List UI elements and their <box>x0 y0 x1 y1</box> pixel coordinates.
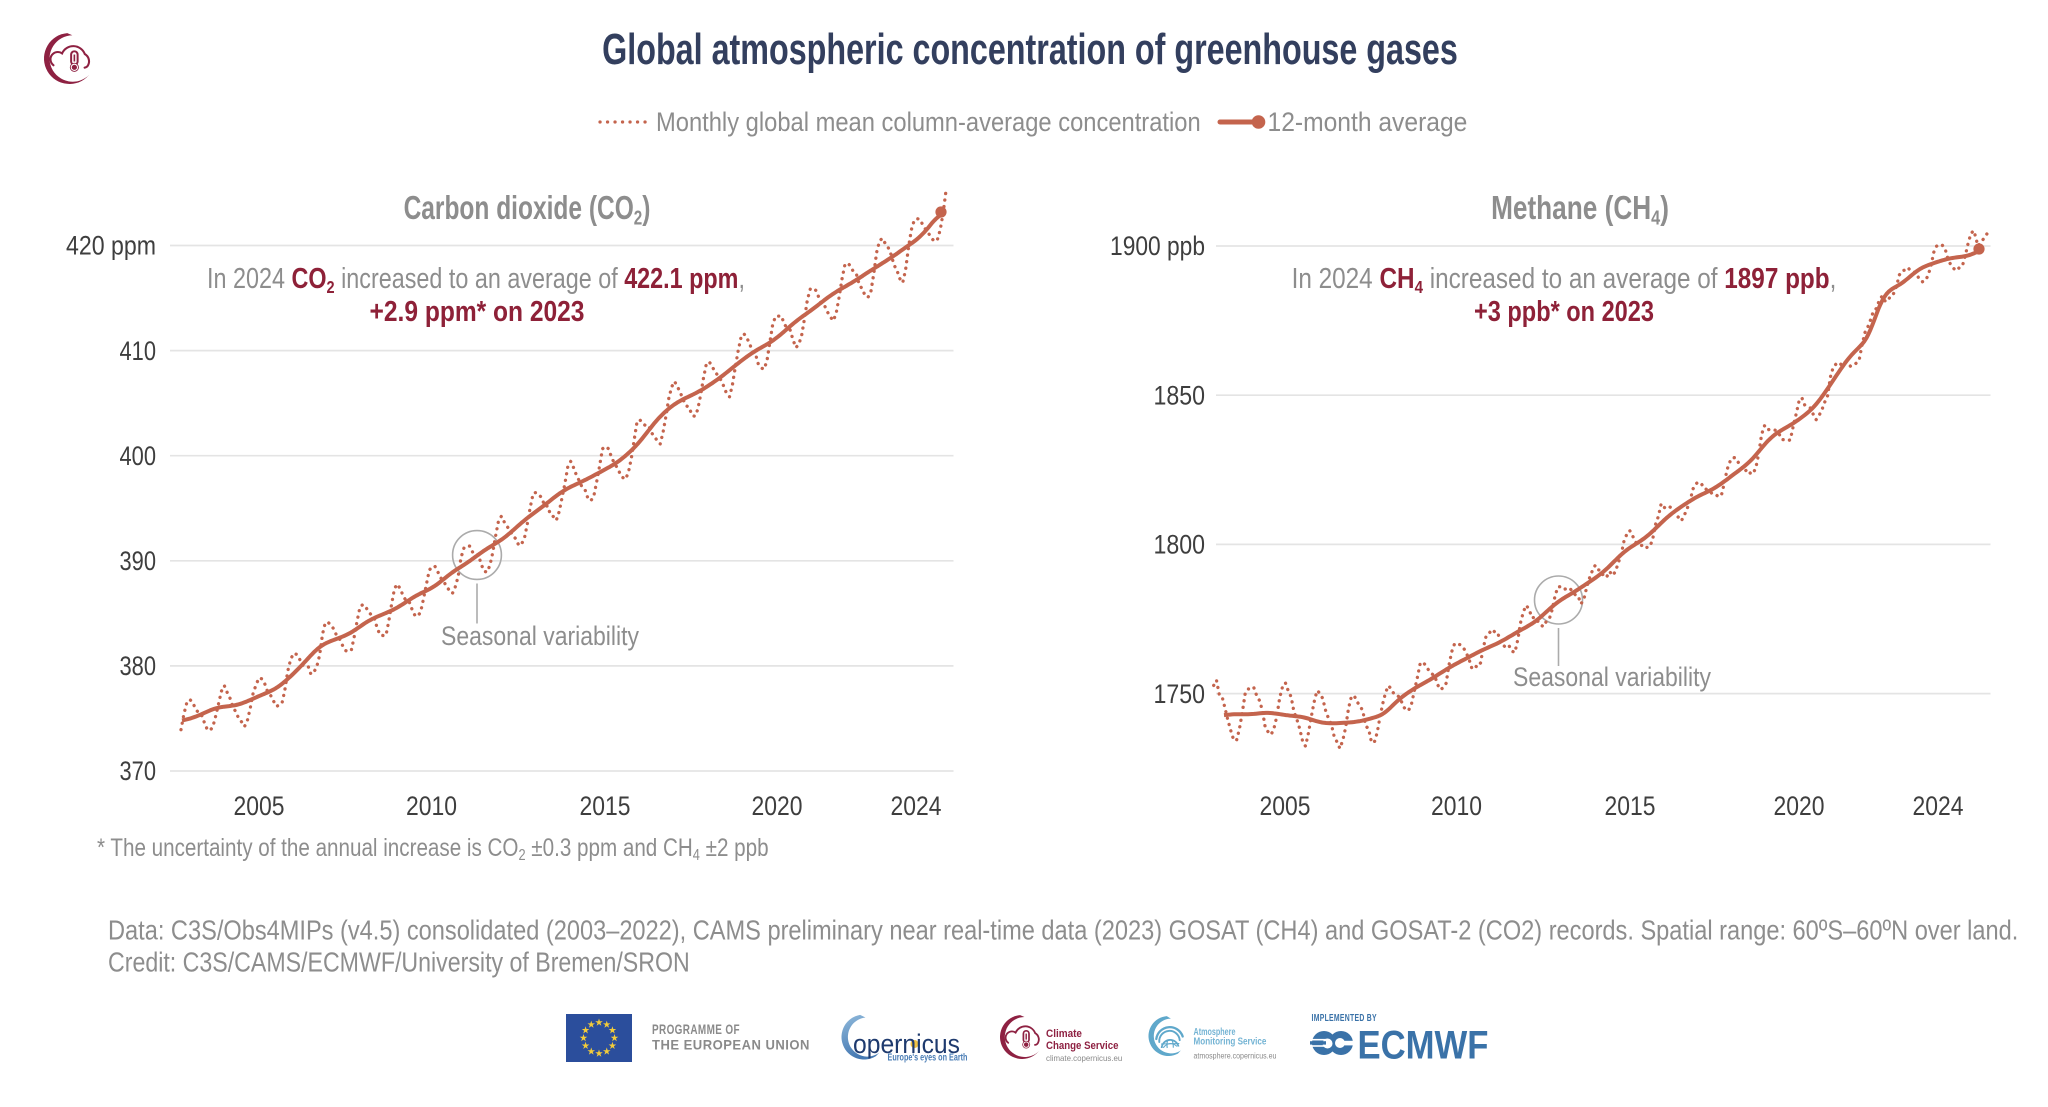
svg-text:Climate: Climate <box>1046 1028 1082 1040</box>
svg-text:* The uncertainty of the annua: * The uncertainty of the annual increase… <box>97 833 769 864</box>
svg-text:2010: 2010 <box>1431 791 1482 821</box>
svg-text:Seasonal variability: Seasonal variability <box>1513 662 1711 692</box>
svg-text:1900 ppb: 1900 ppb <box>1110 231 1205 261</box>
svg-text:Data: C3S/Obs4MIPs (v4.5) cons: Data: C3S/Obs4MIPs (v4.5) consolidated (… <box>108 916 2018 946</box>
svg-text:THE EUROPEAN UNION: THE EUROPEAN UNION <box>652 1037 810 1052</box>
svg-text:Carbon dioxide (CO2): Carbon dioxide (CO2) <box>404 191 651 230</box>
svg-text:climate.copernicus.eu: climate.copernicus.eu <box>1046 1054 1123 1063</box>
svg-text:In 2024 CH4 increased to an av: In 2024 CH4 increased to an average of 1… <box>1292 262 1837 297</box>
svg-text:Monthly global mean column-ave: Monthly global mean column-average conce… <box>656 108 1201 138</box>
svg-text:Europe's eyes on Earth: Europe's eyes on Earth <box>888 1051 968 1062</box>
svg-text:atmosphere.copernicus.eu: atmosphere.copernicus.eu <box>1194 1051 1277 1061</box>
svg-text:2024: 2024 <box>891 791 942 821</box>
svg-text:+2.9 ppm* on 2023: +2.9 ppm* on 2023 <box>370 295 585 327</box>
svg-text:Seasonal variability: Seasonal variability <box>441 621 639 651</box>
svg-text:IMPLEMENTED BY: IMPLEMENTED BY <box>1312 1012 1377 1024</box>
svg-text:2020: 2020 <box>1774 791 1825 821</box>
svg-text:Global atmospheric concentrati: Global atmospheric concentration of gree… <box>602 25 1458 74</box>
svg-text:opernicus: opernicus <box>853 1030 960 1059</box>
svg-text:2005: 2005 <box>1260 791 1311 821</box>
svg-text:2010: 2010 <box>406 791 457 821</box>
svg-text:1750: 1750 <box>1154 679 1205 709</box>
svg-text:Credit: C3S/CAMS/ECMWF/Univers: Credit: C3S/CAMS/ECMWF/University of Bre… <box>108 948 690 979</box>
svg-text:In 2024 CO2 increased to an av: In 2024 CO2 increased to an average of 4… <box>207 262 745 298</box>
svg-text:2024: 2024 <box>1913 791 1964 821</box>
svg-text:2015: 2015 <box>1605 791 1656 821</box>
svg-text:420 ppm: 420 ppm <box>66 231 156 261</box>
svg-text:410: 410 <box>120 337 156 367</box>
svg-text:380: 380 <box>120 652 156 682</box>
svg-text:Methane (CH4): Methane (CH4) <box>1491 190 1669 229</box>
svg-text:400: 400 <box>120 442 156 472</box>
svg-text:Change Service: Change Service <box>1046 1040 1119 1052</box>
svg-text:ECMWF: ECMWF <box>1358 1022 1489 1067</box>
svg-text:PROGRAMME OF: PROGRAMME OF <box>652 1021 740 1037</box>
svg-text:2020: 2020 <box>752 791 803 821</box>
svg-text:390: 390 <box>120 547 156 577</box>
svg-text:1800: 1800 <box>1154 530 1205 560</box>
svg-text:1850: 1850 <box>1154 381 1205 411</box>
svg-text:Atmosphere: Atmosphere <box>1194 1026 1236 1037</box>
svg-text:Monitoring Service: Monitoring Service <box>1194 1036 1267 1047</box>
svg-text:+3 ppb* on 2023: +3 ppb* on 2023 <box>1474 295 1654 328</box>
svg-text:2015: 2015 <box>580 791 631 821</box>
svg-text:370: 370 <box>120 757 156 787</box>
svg-text:2005: 2005 <box>234 791 285 821</box>
svg-text:12-month average: 12-month average <box>1268 108 1468 137</box>
